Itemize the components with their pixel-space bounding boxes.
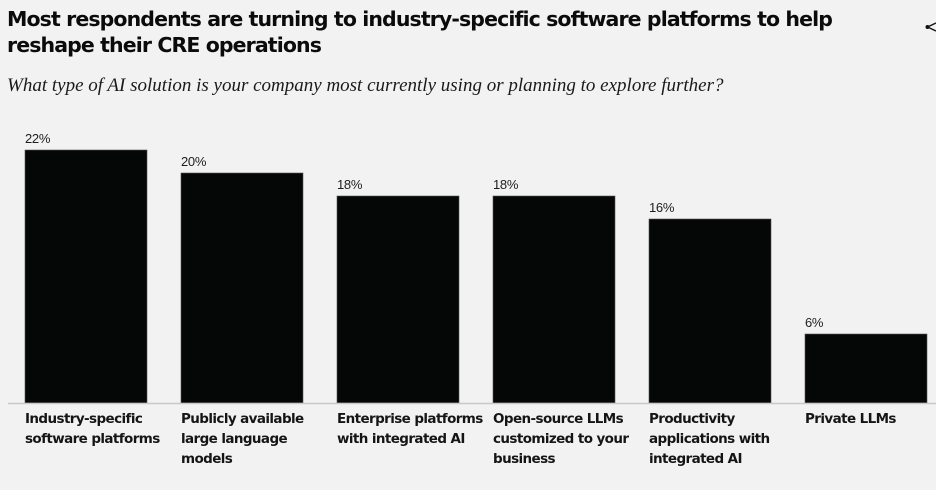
category-label-line: Industry-specific xyxy=(25,411,143,427)
bar-1 xyxy=(24,149,148,404)
category-label-line: Publicly available xyxy=(181,411,304,427)
category-label-1: Industry-specific software platforms xyxy=(25,409,185,449)
category-label-3: Enterprise platforms with integrated AI xyxy=(337,409,497,449)
share-icon[interactable] xyxy=(925,22,936,32)
category-label-2: Publicly available large language models xyxy=(181,409,341,469)
category-label-line: software platforms xyxy=(25,431,160,447)
chart-subtitle: What type of AI solution is your company… xyxy=(7,75,724,96)
category-label-line: integrated AI xyxy=(649,451,743,467)
category-label-line: Open-source LLMs xyxy=(493,411,624,427)
category-label-line: business xyxy=(493,451,556,467)
data-label-4: 18% xyxy=(493,177,519,192)
category-label-6: Private LLMs xyxy=(805,409,936,429)
category-label-line: large language xyxy=(181,431,288,447)
data-label-2: 20% xyxy=(181,154,207,169)
chart-title: Most respondents are turning to industry… xyxy=(7,7,833,57)
category-label-line: customized to your xyxy=(493,431,629,447)
data-label-3: 18% xyxy=(337,177,363,192)
category-label-5: Productivity applications with integrated … xyxy=(649,409,809,469)
bar-4 xyxy=(492,195,616,404)
category-label-line: applications with xyxy=(649,431,770,447)
bar-2 xyxy=(180,172,304,404)
data-label-6: 6% xyxy=(805,315,824,330)
data-label-5: 16% xyxy=(649,200,675,215)
category-label-4: Open-source LLMs customized to your busine… xyxy=(493,409,653,469)
category-label-line: with integrated AI xyxy=(337,431,465,447)
category-label-line: Private LLMs xyxy=(805,411,896,427)
bar-5 xyxy=(648,218,772,404)
category-label-line: Enterprise platforms xyxy=(337,411,483,427)
bar-3 xyxy=(336,195,460,404)
category-label-line: models xyxy=(181,451,233,467)
bar-6 xyxy=(804,333,928,404)
data-label-1: 22% xyxy=(25,131,51,146)
category-label-line: Productivity xyxy=(649,411,735,427)
